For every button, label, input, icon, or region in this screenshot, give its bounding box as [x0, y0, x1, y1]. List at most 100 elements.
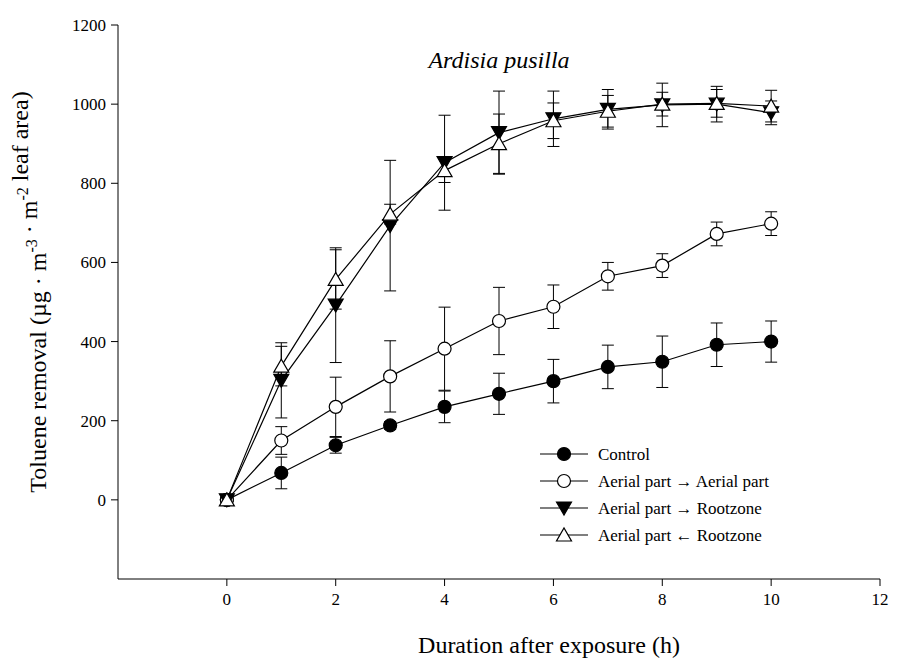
legend-label: Aerial part ← Rootzone [598, 526, 762, 545]
error-bar [547, 285, 559, 329]
legend-marker [557, 528, 572, 541]
y-tick-label: 200 [81, 412, 107, 431]
x-tick-label: 10 [763, 590, 780, 609]
x-tick-label: 12 [872, 590, 889, 609]
point [384, 419, 397, 432]
x-axis-line [118, 579, 880, 580]
legend-marker [558, 475, 571, 488]
series-line [227, 103, 771, 500]
x-tick [553, 579, 554, 586]
x-tick [444, 579, 445, 586]
error-bar [602, 262, 614, 290]
point [764, 99, 779, 112]
series [221, 90, 777, 500]
y-tick-label: 800 [81, 174, 107, 193]
legend-label: Aerial part → Rootzone [598, 499, 762, 518]
plot-area [219, 83, 778, 507]
point [709, 96, 724, 109]
point [493, 387, 506, 400]
point [656, 259, 669, 272]
x-tick [226, 579, 227, 586]
y-tick-label: 0 [98, 491, 107, 510]
point [546, 114, 561, 127]
y-tick [111, 499, 118, 500]
point [600, 103, 615, 116]
point [384, 370, 397, 383]
series [221, 212, 777, 500]
x-tick-label: 0 [223, 590, 232, 609]
chart: 024681012020040060080010001200Duration a… [0, 0, 911, 672]
point [219, 494, 234, 507]
point [275, 434, 288, 447]
error-bar [765, 212, 777, 236]
error-bar [765, 321, 777, 362]
series-line [227, 104, 771, 500]
point [547, 375, 560, 388]
point [601, 270, 614, 283]
point [492, 137, 507, 150]
x-tick [880, 579, 881, 586]
y-tick-label: 400 [81, 333, 107, 352]
point [710, 338, 723, 351]
point [493, 314, 506, 327]
point [383, 220, 398, 233]
point [219, 493, 234, 506]
point [383, 207, 398, 220]
point [656, 355, 669, 368]
x-tick [771, 579, 772, 586]
legend: ControlAerial part → Aerial partAerial p… [540, 445, 769, 545]
error-bar [547, 359, 559, 403]
point [220, 493, 233, 506]
point [601, 360, 614, 373]
y-tick [111, 104, 118, 105]
point [438, 400, 451, 413]
error-bar [656, 254, 668, 278]
point [274, 374, 289, 387]
point [437, 164, 452, 177]
point [328, 299, 343, 312]
title: Ardisia pusilla [426, 47, 569, 73]
x-tick-label: 8 [658, 590, 667, 609]
point [546, 113, 561, 126]
x-tick-label: 4 [440, 590, 449, 609]
error-bar [711, 222, 723, 246]
y-tick [111, 183, 118, 184]
x-tick-label: 2 [331, 590, 340, 609]
series-line [227, 342, 771, 500]
y-tick [111, 25, 118, 26]
point [547, 300, 560, 313]
error-bar [656, 336, 668, 387]
legend-label: Control [598, 445, 650, 464]
y-tick-label: 1200 [72, 16, 106, 35]
point [600, 104, 615, 117]
error-bar [275, 457, 287, 489]
point [765, 335, 778, 348]
x-tick [662, 579, 663, 586]
error-bar [330, 377, 342, 436]
error-bar [493, 287, 505, 354]
legend-marker [557, 502, 572, 515]
x-tick-label: 6 [549, 590, 558, 609]
error-bar [493, 373, 505, 414]
error-bar [275, 427, 287, 455]
series [221, 83, 777, 500]
x-axis-label: Duration after exposure (h) [418, 632, 680, 658]
point [275, 466, 288, 479]
y-tick-label: 1000 [72, 95, 106, 114]
legend-marker [558, 448, 571, 461]
error-bar [384, 341, 396, 412]
error-bar [602, 345, 614, 389]
point [765, 217, 778, 230]
error-bar [439, 391, 451, 423]
point [329, 400, 342, 413]
point [329, 439, 342, 452]
y-tick [111, 420, 118, 421]
y-tick [111, 262, 118, 263]
y-axis-line [118, 25, 119, 579]
y-axis-label: Toluene removal (µg · m-3 · m-2 leaf are… [7, 91, 51, 492]
point [274, 359, 289, 372]
point [328, 272, 343, 285]
series-line [227, 224, 771, 500]
point [710, 227, 723, 240]
point [220, 493, 233, 506]
